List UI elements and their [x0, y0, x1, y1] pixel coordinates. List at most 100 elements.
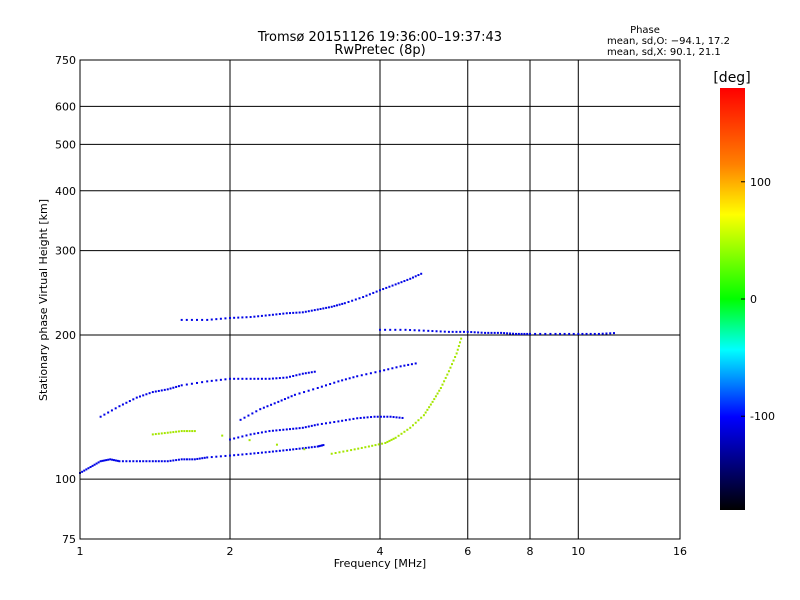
phase-stats-header: Phase [630, 25, 660, 36]
data-point [358, 297, 361, 300]
data-point [260, 377, 263, 380]
data-point [257, 451, 260, 454]
data-point [215, 379, 218, 382]
data-point [157, 432, 160, 435]
data-point [85, 468, 88, 471]
data-point [376, 415, 379, 418]
y-tick-label: 100 [55, 473, 76, 486]
data-point [185, 383, 188, 386]
data-point [288, 428, 291, 431]
data-point [493, 331, 496, 334]
data-point [365, 294, 368, 297]
data-point [285, 449, 288, 452]
data-point [229, 316, 231, 319]
data-point [287, 396, 290, 399]
data-point [307, 389, 310, 392]
data-point [447, 330, 450, 333]
data-point [568, 332, 571, 335]
data-point [282, 312, 285, 315]
data-point [278, 449, 281, 452]
data-point [163, 460, 166, 463]
data-point [382, 288, 385, 291]
data-point [285, 428, 288, 431]
data-point [177, 385, 180, 388]
data-point [413, 329, 416, 332]
data-point [390, 438, 393, 441]
data-point [391, 284, 394, 287]
data-point [224, 378, 227, 381]
data-point [455, 330, 458, 333]
data-point [298, 311, 301, 314]
data-point [142, 394, 145, 397]
data-point [201, 381, 204, 384]
data-point [605, 332, 608, 335]
data-point [372, 291, 375, 294]
data-point [288, 448, 291, 451]
data-point [237, 436, 240, 439]
data-point [409, 329, 412, 332]
data-point [392, 437, 395, 440]
data-point [381, 442, 384, 445]
data-point [295, 374, 298, 377]
x-tick-label: 8 [527, 545, 534, 558]
data-point [451, 363, 454, 366]
data-point [399, 328, 402, 331]
data-point [360, 374, 363, 377]
data-point [271, 429, 274, 432]
data-point [219, 378, 222, 381]
data-point [107, 411, 110, 414]
data-point [304, 372, 307, 375]
data-point [383, 415, 386, 418]
colorbar-tick-label: 0 [750, 293, 757, 306]
phase-stats-o: mean, sd,O: −94.1, 17.2 [607, 36, 730, 47]
data-point [219, 455, 222, 458]
data-point [484, 331, 487, 334]
data-point [271, 313, 274, 316]
data-point [283, 398, 286, 401]
data-point [422, 414, 425, 417]
data-point [206, 318, 209, 321]
data-point [333, 421, 336, 424]
colorbar-tick-label: -100 [750, 410, 775, 423]
data-point [360, 446, 363, 449]
data-point [253, 432, 256, 435]
data-point [125, 460, 128, 463]
data-point [307, 310, 310, 313]
data-point [172, 386, 175, 389]
data-point [320, 422, 323, 425]
data-point [112, 459, 115, 462]
data-point [446, 373, 449, 376]
data-point [298, 447, 301, 450]
data-point [93, 463, 96, 466]
data-point [180, 430, 183, 433]
data-point [148, 460, 151, 463]
data-point [145, 393, 148, 396]
data-point [253, 452, 256, 455]
data-point [295, 427, 298, 430]
data-point [319, 444, 322, 447]
data-point [196, 381, 199, 384]
data-point [409, 426, 412, 429]
data-point [290, 395, 293, 398]
data-point [175, 430, 178, 433]
data-point [169, 387, 172, 390]
data-point [249, 433, 252, 436]
data-point [357, 447, 360, 450]
data-point [160, 389, 163, 392]
data-point [319, 307, 322, 310]
data-point [316, 445, 319, 448]
chart-title: Tromsø 20151126 19:36:00–19:37:43 [257, 30, 502, 45]
data-point [233, 377, 236, 380]
data-point [352, 417, 355, 420]
data-point [121, 403, 124, 406]
data-point [288, 375, 291, 378]
data-point [280, 399, 283, 402]
data-point [435, 330, 438, 333]
data-point [367, 445, 370, 448]
data-point [399, 365, 402, 368]
data-point [118, 460, 121, 463]
data-point [329, 421, 332, 424]
data-point [298, 373, 301, 376]
data-point [330, 305, 333, 308]
